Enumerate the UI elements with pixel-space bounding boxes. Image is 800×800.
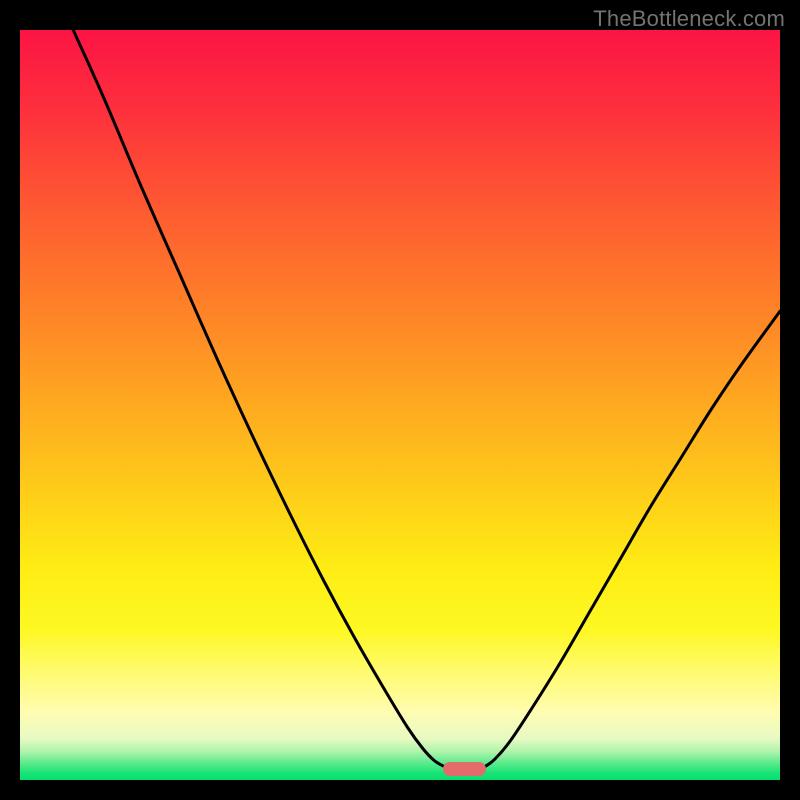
bottleneck-curve xyxy=(20,30,780,780)
plot-area xyxy=(20,30,780,780)
curve-left-branch xyxy=(73,30,444,767)
watermark-text: TheBottleneck.com xyxy=(593,6,785,32)
chart-frame xyxy=(0,0,800,800)
optimal-range-marker xyxy=(443,762,486,776)
curve-right-branch xyxy=(485,311,780,766)
